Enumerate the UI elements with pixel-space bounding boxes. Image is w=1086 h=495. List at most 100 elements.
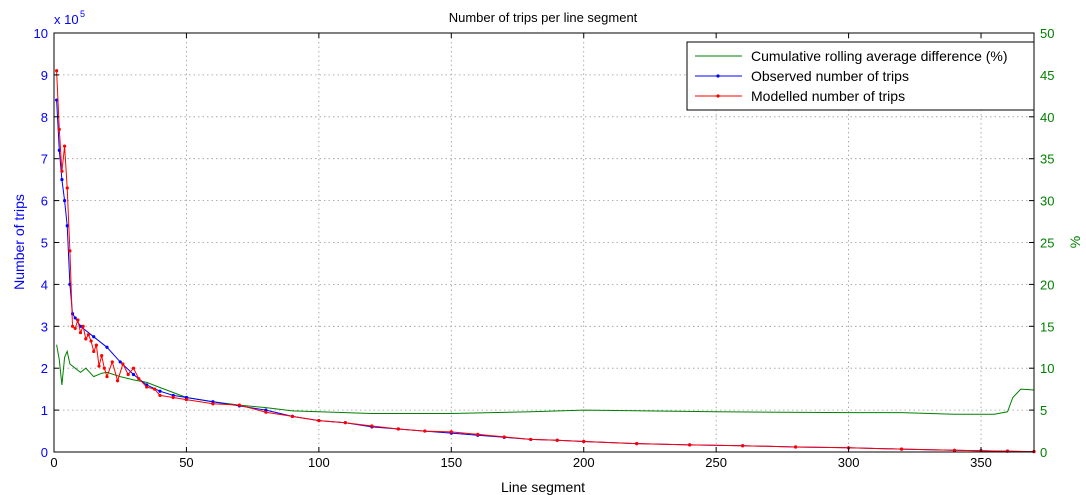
left-y-axis: 0 1 2 3 4 5 6 7 8 9 10 [34, 26, 59, 460]
data-point-observed [65, 224, 69, 228]
data-point-modelled [100, 354, 104, 358]
data-point-modelled [57, 127, 61, 131]
y-left-tick-label: 8 [41, 110, 48, 125]
x-tick-label: 250 [705, 455, 727, 470]
y-multiplier-exponent: 5 [80, 9, 85, 19]
data-point-modelled [126, 372, 130, 377]
x-tick-label: 150 [440, 455, 462, 470]
data-point-observed [131, 372, 136, 377]
legend-label-observed: Observed number of trips [751, 68, 909, 84]
data-point-modelled [81, 324, 85, 328]
y-right-tick-label: 15 [1040, 319, 1054, 334]
data-point-modelled [688, 443, 692, 447]
data-point-modelled [94, 343, 98, 347]
data-point-modelled [62, 144, 67, 148]
data-point-modelled [264, 410, 268, 414]
y-left-tick-label: 7 [41, 152, 48, 167]
legend-label-cumulative: Cumulative rolling average difference (%… [751, 48, 1008, 64]
data-point-modelled [84, 337, 88, 341]
y-right-tick-label: 45 [1040, 68, 1054, 83]
y-right-tick-label: 10 [1040, 361, 1054, 376]
data-point-modelled [68, 249, 72, 253]
y-left-tick-label: 6 [41, 194, 48, 209]
x-tick-label: 0 [50, 455, 57, 470]
x-tick-label: 50 [179, 455, 193, 470]
legend: Cumulative rolling average difference (%… [686, 41, 1035, 111]
data-point-modelled [73, 326, 77, 330]
data-point-modelled [370, 424, 374, 428]
x-tick-label: 350 [970, 455, 992, 470]
data-point-modelled [131, 366, 136, 370]
x-tick-label: 300 [838, 455, 860, 470]
data-point-modelled [89, 339, 93, 343]
data-point-modelled [110, 360, 114, 364]
data-point-modelled [237, 403, 242, 407]
data-point-modelled [86, 333, 91, 337]
data-point-modelled [76, 318, 80, 322]
data-point-modelled [396, 427, 400, 431]
grid [54, 33, 1034, 452]
data-point-modelled [158, 393, 162, 398]
data-point-modelled [741, 444, 745, 448]
data-point-observed [92, 335, 96, 339]
y-right-tick-label: 35 [1040, 152, 1054, 167]
data-point-modelled [423, 429, 427, 433]
x-axis: 0 50 100 150 200 250 300 350 [50, 33, 992, 470]
data-point-modelled [582, 439, 586, 444]
y-right-tick-label: 0 [1040, 445, 1047, 460]
data-point-modelled [97, 364, 101, 368]
right-y-axis: 0 5 10 15 20 25 30 35 40 45 50 [1029, 26, 1054, 460]
legend-marker-observed [716, 74, 720, 78]
right-y-axis-label: % [1067, 236, 1083, 248]
data-point-observed [105, 345, 109, 349]
data-point-modelled [529, 437, 533, 442]
legend-box [686, 41, 1035, 111]
data-point-observed [60, 178, 64, 182]
x-tick-label: 100 [308, 455, 330, 470]
data-point-modelled [794, 445, 798, 449]
data-point-modelled [65, 186, 69, 190]
legend-marker-modelled [716, 94, 720, 98]
data-point-modelled [290, 414, 294, 418]
y-right-tick-label: 50 [1040, 26, 1054, 41]
data-point-observed [158, 389, 162, 393]
data-point-modelled [502, 435, 506, 439]
data-point-modelled [449, 430, 453, 434]
x-axis-label: Line segment [501, 479, 585, 495]
data-point-modelled [899, 447, 904, 451]
data-point-modelled [137, 377, 141, 381]
y-left-tick-label: 9 [41, 68, 48, 83]
y-right-tick-label: 40 [1040, 110, 1054, 125]
y-left-tick-label: 1 [41, 403, 48, 418]
data-point-observed [118, 360, 122, 364]
data-point-modelled [343, 421, 347, 425]
data-point-modelled [102, 366, 106, 370]
y-left-tick-label: 5 [41, 236, 48, 251]
data-point-modelled [115, 379, 120, 383]
data-point-modelled [78, 330, 83, 335]
legend-label-modelled: Modelled number of trips [751, 88, 905, 104]
data-point-modelled [121, 362, 125, 366]
data-point-modelled [70, 324, 75, 328]
y-multiplier-label: x 10 [54, 12, 79, 27]
data-point-modelled [635, 442, 639, 446]
series-layer [55, 69, 1036, 454]
y-right-tick-label: 20 [1040, 277, 1054, 292]
data-point-modelled [952, 448, 957, 452]
x-tick-label: 200 [573, 455, 595, 470]
data-point-modelled [555, 438, 559, 442]
y-left-tick-label: 2 [41, 361, 48, 376]
data-point-modelled [60, 169, 64, 173]
y-right-tick-label: 25 [1040, 236, 1054, 251]
y-right-tick-label: 5 [1040, 403, 1047, 418]
left-y-axis-label: Number of trips [11, 194, 27, 290]
chart-title: Number of trips per line segment [449, 10, 638, 25]
data-point-observed [62, 199, 67, 203]
data-point-observed [73, 316, 77, 320]
data-point-modelled [211, 402, 215, 406]
y-right-tick-label: 30 [1040, 194, 1054, 209]
data-point-modelled [105, 374, 109, 379]
data-point-modelled [171, 395, 175, 400]
data-point-modelled [476, 432, 480, 437]
data-point-modelled [55, 69, 59, 73]
